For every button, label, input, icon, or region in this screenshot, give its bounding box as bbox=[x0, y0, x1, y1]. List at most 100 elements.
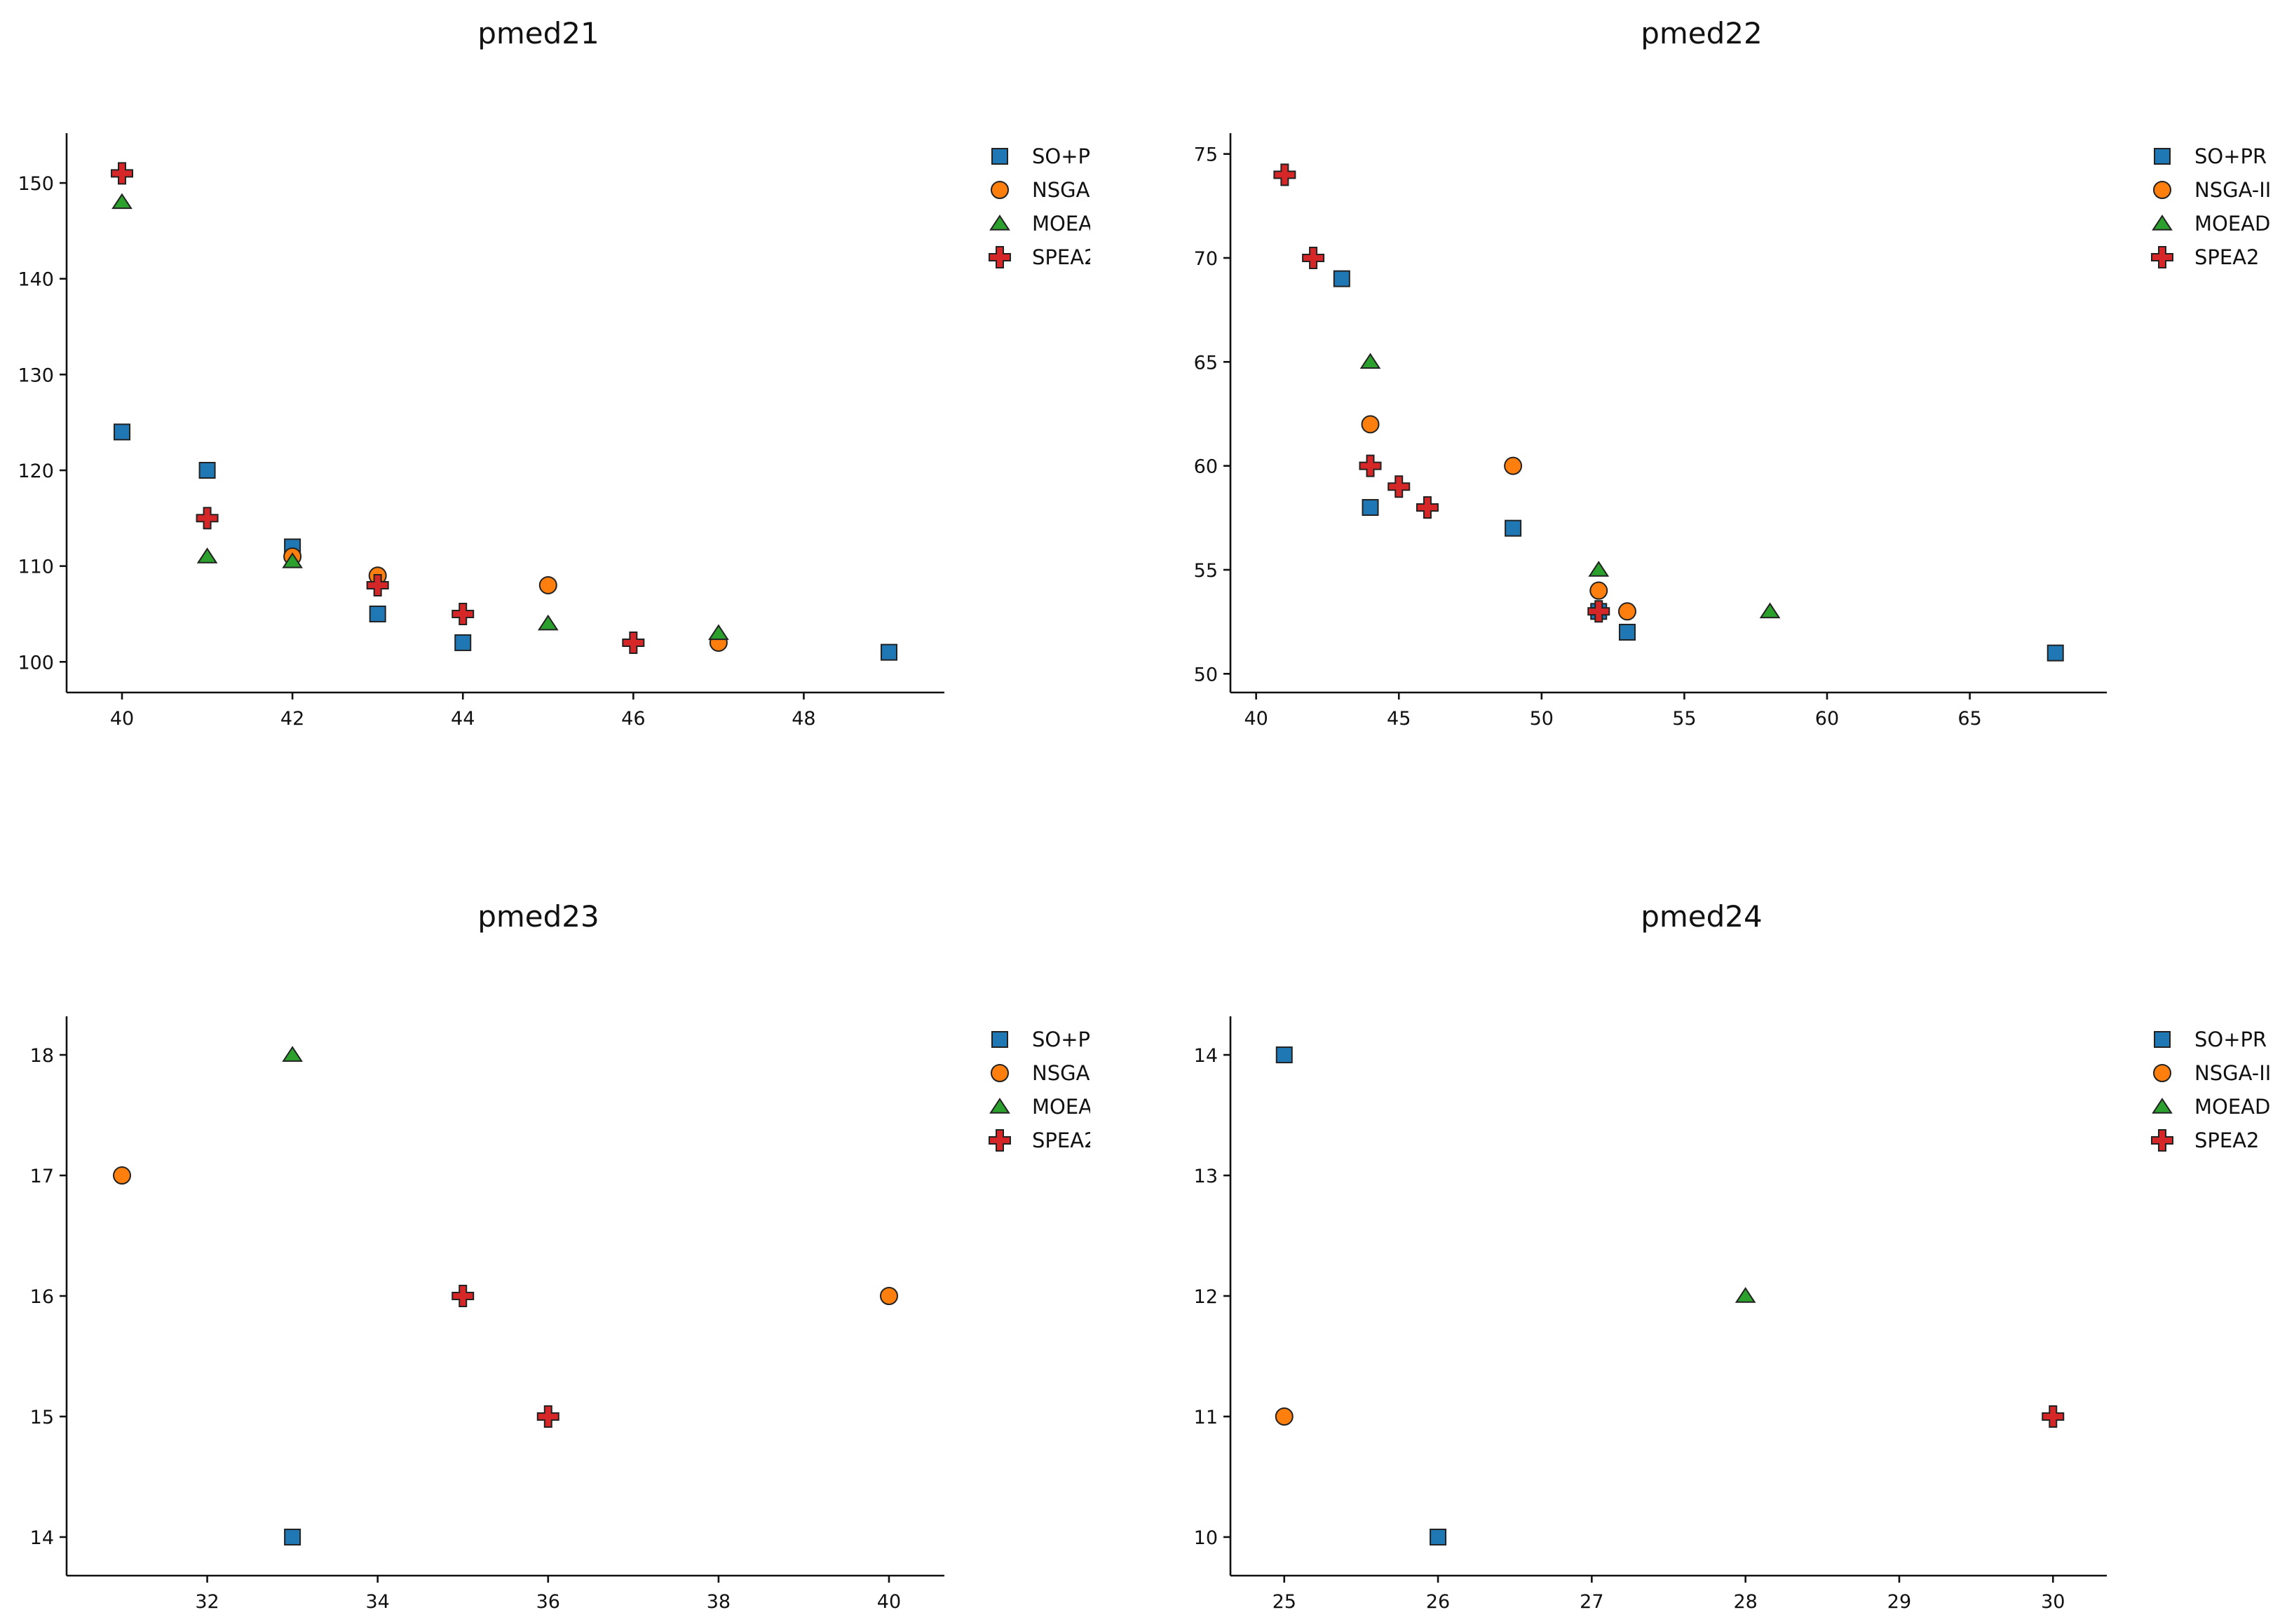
y-tick-label: 150 bbox=[18, 173, 54, 195]
x-tick-label: 38 bbox=[707, 1591, 731, 1613]
x-tick-label: 30 bbox=[2041, 1591, 2065, 1613]
data-point-so-pr bbox=[1430, 1528, 1447, 1545]
y-tick-label: 75 bbox=[1194, 144, 1218, 166]
legend-label-nsga-ii: NSGA-II bbox=[1032, 178, 1108, 202]
x-tick-label: 27 bbox=[1580, 1591, 1603, 1613]
legend-label-so-pr: SO+PR bbox=[1032, 1028, 1104, 1051]
x-tick-label: 28 bbox=[1733, 1591, 1757, 1613]
data-point-spea2 bbox=[452, 602, 475, 625]
data-point-spea2 bbox=[622, 631, 645, 654]
y-tick-label: 17 bbox=[30, 1166, 54, 1187]
data-point-spea2 bbox=[536, 1405, 559, 1428]
y-tick-label: 55 bbox=[1194, 560, 1218, 582]
data-point-nsga-ii bbox=[1504, 456, 1523, 475]
data-point-so-pr bbox=[1618, 623, 1636, 641]
plot-area: 25 26 27 28 29 30 10 11 12 13 14 bbox=[1194, 1016, 2107, 1613]
data-point-spea2 bbox=[452, 1285, 475, 1307]
data-point-spea2 bbox=[2042, 1405, 2065, 1428]
legend-label-so-pr: SO+PR bbox=[2194, 1028, 2267, 1051]
legend-marker-so-pr bbox=[991, 1031, 1008, 1048]
y-tick-label: 14 bbox=[1194, 1045, 1218, 1067]
x-tick-label: 34 bbox=[365, 1591, 389, 1613]
data-point-so-pr bbox=[1362, 498, 1379, 516]
legend-label-spea2: SPEA2 bbox=[2194, 1128, 2260, 1152]
legend-marker-so-pr bbox=[2154, 148, 2171, 165]
plot-area: 40 42 44 46 48 100 110 120 130 140 150 bbox=[18, 133, 944, 730]
data-point-so-pr bbox=[1275, 1046, 1293, 1064]
data-point-so-pr bbox=[2047, 644, 2064, 662]
plot-area: 32 34 36 38 40 14 15 16 17 18 bbox=[30, 1016, 944, 1613]
y-tick-label: 15 bbox=[30, 1407, 54, 1428]
data-point-spea2 bbox=[366, 573, 389, 596]
legend-label-spea2: SPEA2 bbox=[1032, 1128, 1097, 1152]
legend: SO+PR NSGA-II MOEAD SPEA2 bbox=[989, 144, 1108, 269]
legend-label-spea2: SPEA2 bbox=[2194, 245, 2260, 269]
x-tick-label: 48 bbox=[792, 708, 815, 730]
x-tick-label: 36 bbox=[536, 1591, 560, 1613]
legend-label-moead: MOEAD bbox=[1032, 212, 1108, 236]
x-tick-label: 40 bbox=[110, 708, 134, 730]
legend-marker-spea2 bbox=[989, 246, 1011, 268]
plot-area: 40 45 50 55 60 65 50 55 60 65 70 75 bbox=[1194, 133, 2107, 730]
data-point-moead bbox=[282, 1046, 303, 1062]
legend-marker-spea2 bbox=[2151, 246, 2173, 268]
x-tick-label: 40 bbox=[1244, 708, 1268, 730]
legend-marker-spea2 bbox=[2151, 1129, 2173, 1152]
x-tick-label: 60 bbox=[1815, 708, 1839, 730]
y-tick-label: 120 bbox=[18, 460, 54, 482]
data-point-nsga-ii bbox=[1617, 602, 1636, 621]
legend-marker-nsga-ii bbox=[2153, 1064, 2171, 1082]
data-point-so-pr bbox=[1333, 270, 1350, 287]
x-tick-label: 50 bbox=[1530, 708, 1554, 730]
x-tick-label: 46 bbox=[621, 708, 645, 730]
data-point-nsga-ii bbox=[1361, 415, 1380, 434]
data-point-nsga-ii bbox=[1589, 581, 1608, 600]
data-point-nsga-ii bbox=[113, 1166, 132, 1185]
data-point-spea2 bbox=[196, 507, 219, 530]
data-point-so-pr bbox=[880, 643, 897, 661]
legend-label-so-pr: SO+PR bbox=[2194, 144, 2267, 168]
x-tick-label: 44 bbox=[451, 708, 475, 730]
y-tick-label: 18 bbox=[30, 1045, 54, 1067]
subplot-pmed22: pmed22 40 45 50 55 60 65 50 55 60 65 70 75 SO+PR NSG… bbox=[1194, 16, 2272, 730]
legend: SO+PR NSGA-II MOEAD SPEA2 bbox=[989, 1028, 1108, 1152]
subplot-title: pmed24 bbox=[1641, 899, 1763, 934]
legend-marker-nsga-ii bbox=[2153, 181, 2171, 199]
legend-marker-moead bbox=[989, 214, 1010, 231]
x-tick-label: 55 bbox=[1672, 708, 1696, 730]
y-tick-label: 65 bbox=[1194, 352, 1218, 374]
x-tick-label: 32 bbox=[195, 1591, 219, 1613]
subplot-pmed21: pmed21 40 42 44 46 48 100 110 120 130 140 150 SO+P… bbox=[18, 16, 1108, 730]
legend-label-nsga-ii: NSGA-II bbox=[1032, 1061, 1108, 1085]
x-tick-label: 40 bbox=[877, 1591, 901, 1613]
data-point-moead bbox=[1735, 1287, 1756, 1303]
data-point-moead bbox=[196, 547, 218, 564]
y-tick-label: 12 bbox=[1194, 1286, 1218, 1308]
y-tick-label: 14 bbox=[30, 1527, 54, 1549]
data-point-moead bbox=[111, 193, 133, 210]
y-tick-label: 130 bbox=[18, 364, 54, 386]
legend-marker-nsga-ii bbox=[991, 1064, 1009, 1082]
y-tick-label: 16 bbox=[30, 1286, 54, 1308]
data-point-nsga-ii bbox=[538, 575, 557, 594]
subplot-pmed24: pmed24 25 26 27 28 29 30 10 11 12 13 14 SO+PR NSGA-… bbox=[1194, 899, 2272, 1613]
y-tick-label: 110 bbox=[18, 557, 54, 578]
x-tick-label: 45 bbox=[1387, 708, 1411, 730]
x-tick-label: 29 bbox=[1887, 1591, 1911, 1613]
x-tick-label: 42 bbox=[280, 708, 304, 730]
data-point-spea2 bbox=[1302, 246, 1325, 269]
data-point-so-pr bbox=[198, 461, 216, 479]
data-point-moead bbox=[1588, 561, 1610, 577]
legend-marker-spea2 bbox=[989, 1129, 1011, 1152]
x-tick-label: 25 bbox=[1273, 1591, 1296, 1613]
data-point-so-pr bbox=[284, 1528, 301, 1545]
data-point-spea2 bbox=[1416, 496, 1439, 519]
x-tick-label: 65 bbox=[1957, 708, 1981, 730]
y-tick-label: 140 bbox=[18, 269, 54, 291]
legend: SO+PR NSGA-II MOEAD SPEA2 bbox=[2151, 144, 2271, 269]
data-point-spea2 bbox=[1587, 600, 1610, 623]
legend-label-nsga-ii: NSGA-II bbox=[2194, 1061, 2271, 1085]
data-point-spea2 bbox=[111, 162, 134, 185]
